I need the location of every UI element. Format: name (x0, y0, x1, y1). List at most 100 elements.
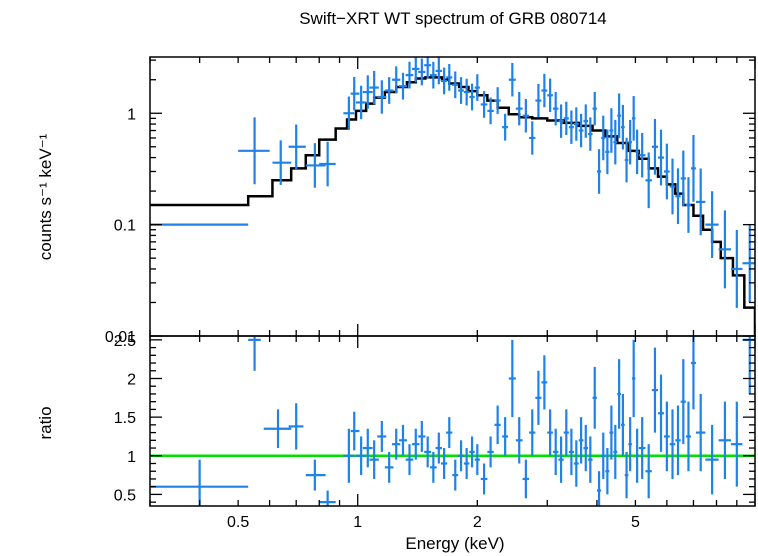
spectrum-data-point (494, 87, 501, 114)
spectrum-data-point (288, 124, 306, 170)
ratio-data-point (529, 409, 536, 456)
y-tick-label: 0.1 (114, 218, 136, 235)
spectrum-data-point (535, 83, 542, 118)
ratio-data-point (418, 421, 426, 452)
spectrum-data-point (522, 99, 530, 133)
y-tick-label: 1.5 (114, 410, 136, 427)
ratio-data-point (658, 374, 664, 452)
ratio-data-point (508, 339, 516, 418)
spectrum-data-point (592, 91, 597, 126)
ratio-plot-frame (149, 335, 756, 507)
ratio-data-point (398, 424, 407, 456)
spectrum-data-point (463, 78, 470, 106)
spectrum-data-point (384, 77, 394, 104)
ratio-data-point (583, 424, 589, 472)
ratio-data-point (573, 440, 579, 487)
y-tick-label: 0.01 (105, 329, 136, 346)
ratio-data-point (617, 359, 622, 429)
spectrum-data-point (601, 115, 606, 161)
ratio-data-point (392, 428, 401, 460)
ratio-data-point (319, 490, 336, 506)
y-tick-label: 2 (127, 372, 136, 389)
spectrum-data-point (588, 117, 593, 151)
spectrum-data-point (502, 113, 509, 141)
spectrum-data-point (624, 137, 629, 183)
x-tick-label: 0.5 (227, 514, 249, 531)
ratio-data-point (631, 339, 636, 418)
spectrum-data-point (429, 61, 437, 89)
spectrum-panel: 0.01 0.1 1 counts s⁻¹ keV⁻¹ (36, 56, 756, 346)
ratio-data-point (446, 417, 453, 449)
ratio-data-point (669, 409, 676, 479)
ratio-data-point (695, 393, 706, 472)
ratio-data-point (362, 428, 373, 468)
ratio-data-point (424, 436, 432, 468)
spectrum-data-point (355, 85, 367, 120)
spectrum-data-point (487, 97, 494, 125)
data-layer (150, 57, 755, 308)
spectrum-data-point (609, 108, 614, 153)
spectrum-data-point (458, 77, 464, 104)
x-tick-label: 1 (353, 514, 362, 531)
spectrum-data-point (480, 91, 488, 118)
spectrum-data-point (552, 91, 559, 126)
spectrum-data-point (474, 74, 480, 101)
spectrum-data-point (440, 67, 448, 95)
spectrum-data-point (675, 168, 681, 225)
spectrum-data-point (305, 143, 326, 188)
spectrum-data-point (718, 210, 731, 289)
ratio-data-point (592, 366, 597, 429)
ratio-data-point (248, 336, 261, 371)
ratio-data-point (305, 459, 326, 491)
spectrum-data-point (238, 117, 270, 185)
spectrum-data-point (631, 96, 636, 141)
ratio-data-point (541, 355, 548, 410)
ratio-data-point (515, 417, 523, 464)
ratio-data-point (480, 463, 488, 495)
ratio-data-point (405, 444, 414, 476)
ratio-data-point (645, 444, 652, 499)
spectrum-data-point (547, 78, 553, 112)
ratio-data-point (609, 405, 614, 460)
spectrum-data-point (613, 119, 618, 165)
spectrum-data-point (392, 66, 401, 94)
ratio-data-point (440, 448, 448, 479)
spectrum-data-point (452, 71, 459, 99)
spectrum-data-point (362, 75, 373, 109)
spectrum-data-point (515, 91, 523, 126)
ratio-data-point (730, 401, 743, 487)
spectrum-data-point (529, 121, 536, 155)
ratio-ticks: 0.5 1 2 5 0.5 1 1.5 2 2.5 (114, 333, 756, 531)
spectrum-data-point (405, 61, 414, 89)
ratio-data-point (651, 347, 659, 433)
ratio-data-point (638, 417, 646, 479)
ratio-data-point (435, 432, 443, 464)
ratio-data-point (675, 405, 681, 476)
spectrum-data-point (685, 177, 691, 233)
spectrum-data-point (638, 132, 646, 178)
ratio-data-point (680, 359, 686, 445)
ratio-data-point (350, 411, 360, 451)
model-layer (150, 76, 755, 336)
spectrum-data-point (690, 134, 696, 202)
ratio-data-point (624, 451, 629, 499)
spectrum-data-point (469, 83, 475, 111)
ratio-data-point (463, 448, 470, 479)
chart-title: Swift−XRT WT spectrum of GRB 080714 (299, 9, 607, 28)
spectrum-data-point (319, 141, 336, 187)
ratio-data-point (578, 417, 584, 464)
spectrum-data-point (446, 64, 453, 91)
ratio-data-point (558, 436, 564, 483)
ratio-data-point (429, 451, 437, 483)
ratio-data-point (596, 471, 602, 506)
ratio-data-point (452, 459, 459, 491)
spectrum-data-point (424, 57, 432, 79)
ratio-data-point (355, 436, 367, 476)
ratio-data-point (384, 451, 394, 483)
x-axis-title: Energy (keV) (405, 534, 504, 553)
spectrum-data-point (369, 70, 379, 105)
ratio-data-point (635, 428, 639, 483)
spectrum-data-point (695, 168, 706, 236)
y-tick-label: 1 (127, 106, 136, 123)
